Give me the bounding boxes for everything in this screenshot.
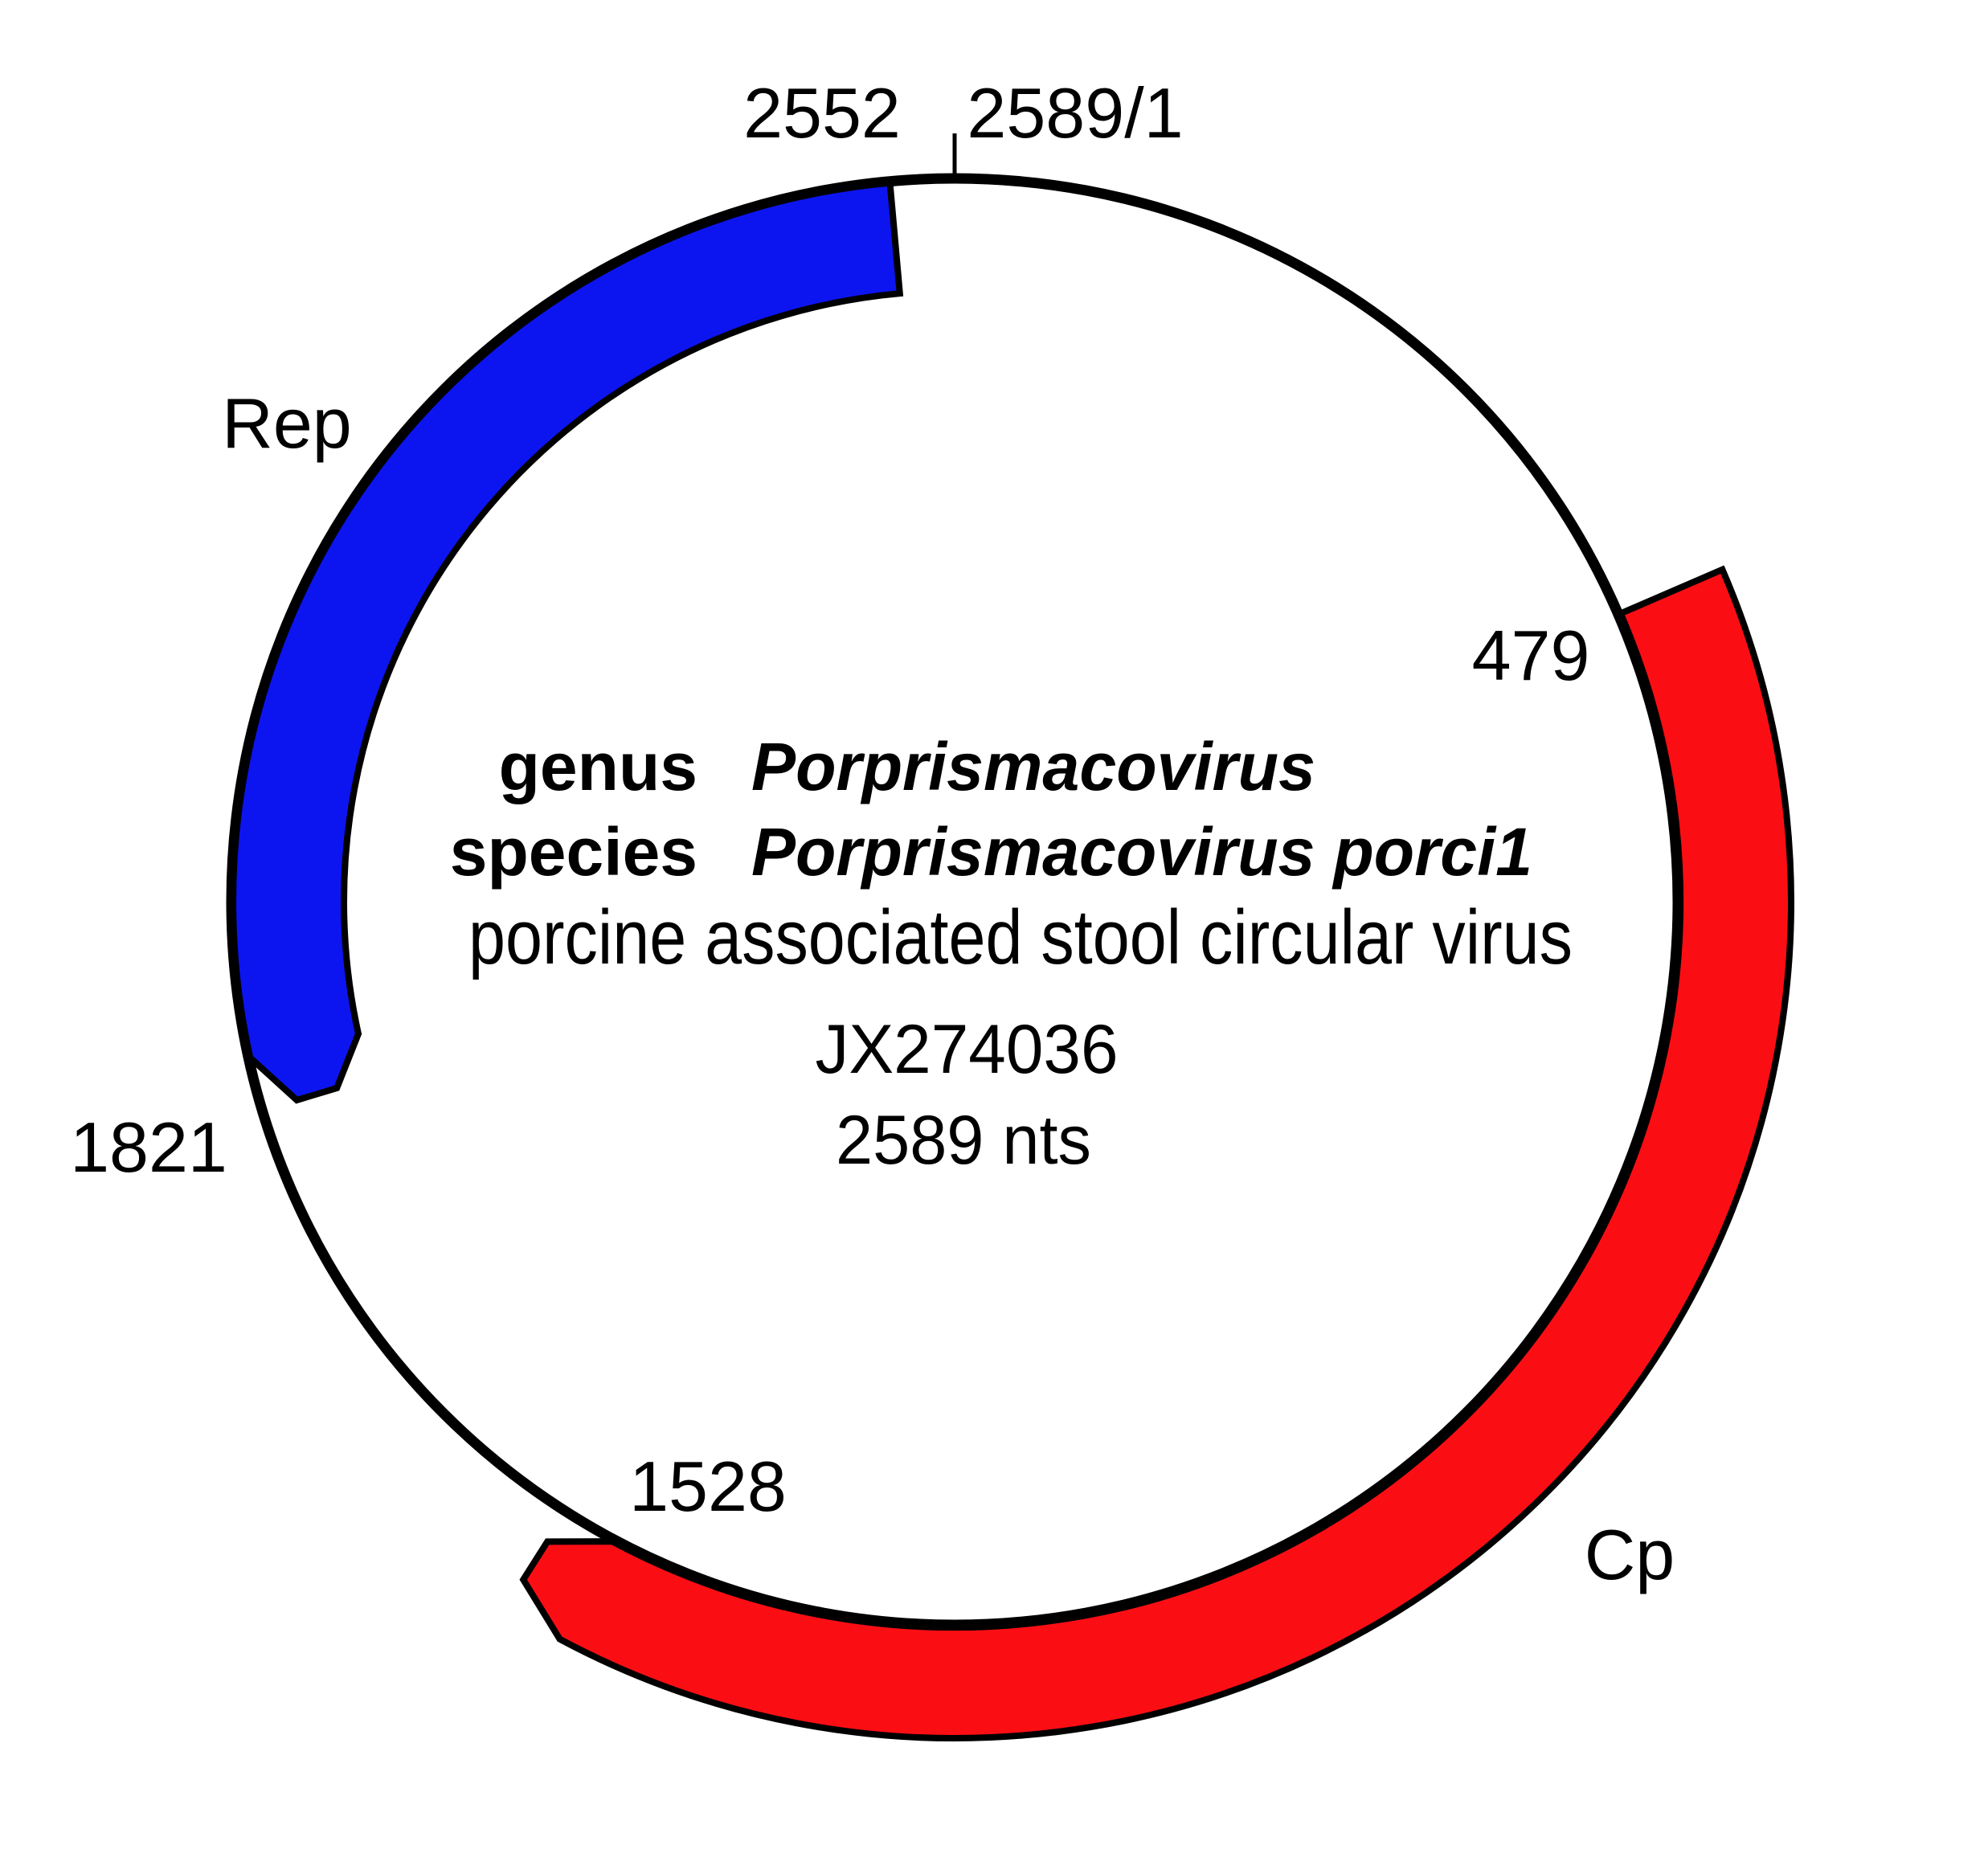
position-label-2552: 2552 [743,73,901,153]
position-label-1821: 1821 [70,1107,227,1187]
position-label-1528: 1528 [629,1446,787,1526]
rep-gene-arc [230,179,904,1104]
position-label-origin: 2589/1 [967,73,1183,153]
species-label: species [450,814,697,890]
genus-label: genus [499,729,697,804]
species-name: Porprismacovirus porci1 [751,814,1532,890]
common-name-text: porcine associated stool circular virus [468,894,1573,980]
genus-name: Porprismacovirus [751,729,1315,804]
position-label-479: 479 [1472,616,1590,695]
cp-gene-arc [519,565,1794,1741]
cp-gene-label: Cp [1585,1515,1675,1594]
genome-length-text: 2589 nts [836,1102,1091,1179]
rep-gene-label: Rep [222,383,351,463]
accession-text: JX274036 [816,1011,1119,1088]
